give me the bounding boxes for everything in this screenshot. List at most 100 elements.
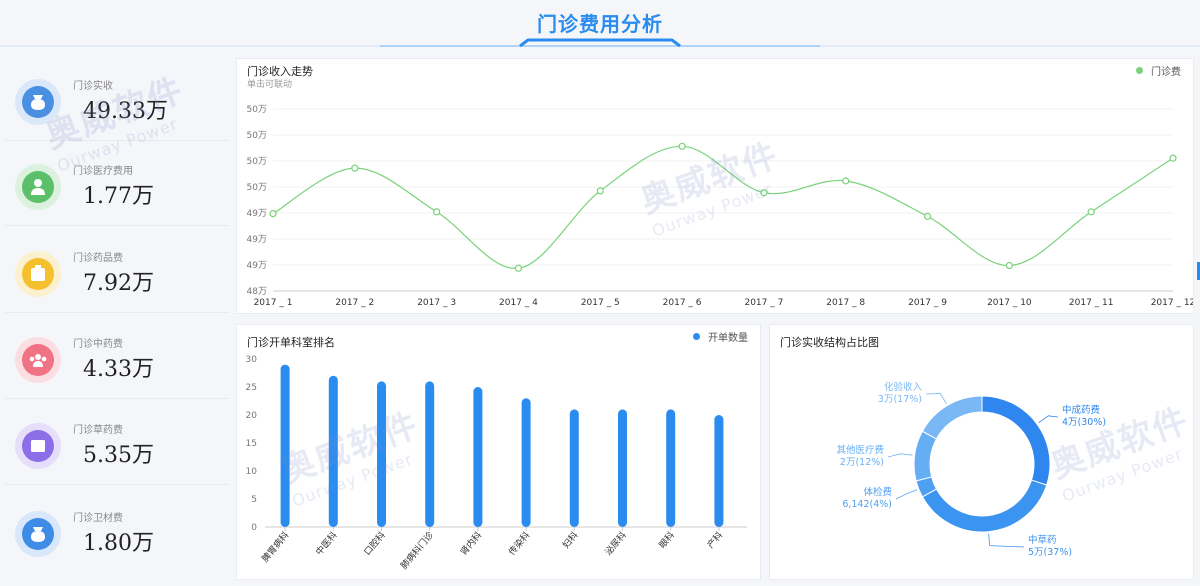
trend-legend-label: 门诊费 — [1151, 67, 1181, 78]
x-tick-label: 肺病科门诊 — [398, 529, 436, 571]
bar[interactable] — [328, 375, 338, 527]
stat-card[interactable]: 门诊卫材费 1.80万 — [5, 487, 229, 573]
trend-point[interactable] — [678, 142, 686, 150]
structure-panel: 门诊实收结构占比图 中成药费 4万(30%) 中草药 5万(37%) 体检费 6,142(… — [769, 324, 1194, 580]
stat-card[interactable]: 门诊中药费 4.33万 — [5, 313, 229, 399]
y-tick-label: 49万 — [247, 261, 267, 271]
label-leader-line — [1038, 415, 1059, 424]
y-tick-label: 0 — [251, 523, 257, 533]
bar[interactable] — [666, 409, 676, 527]
x-tick-label: 产科 — [704, 529, 725, 551]
ranking-chart[interactable]: 0 5 10 15 20 25 30 脾胃病科 中医科 口腔科 肺病科门诊 肾内科 传染科 妇科 泌尿科 眼科… — [237, 325, 760, 579]
x-tick-label: 中医科 — [313, 529, 340, 557]
bar[interactable] — [473, 387, 483, 527]
trend-point[interactable] — [351, 164, 359, 172]
bar[interactable] — [618, 409, 627, 527]
page-title: 门诊费用分析 — [537, 12, 663, 36]
x-tick-label: 口腔科 — [361, 529, 388, 557]
x-tick-label: 2017 _ 10 — [987, 298, 1032, 308]
legend-dot — [1136, 67, 1143, 74]
stat-value: 1.77万 — [83, 184, 154, 209]
money-bag-icon — [22, 86, 54, 118]
stat-value: 1.80万 — [83, 531, 154, 556]
label-leader-line — [887, 453, 913, 458]
bar[interactable] — [377, 381, 386, 527]
slice-value-label: 5万(37%) — [1028, 547, 1072, 558]
scroll-indicator[interactable] — [1197, 262, 1200, 280]
stat-value: 7.92万 — [83, 271, 154, 296]
stat-card[interactable]: 门诊草药费 5.35万 — [5, 399, 229, 485]
trend-point[interactable] — [1169, 154, 1177, 162]
y-tick-label: 20 — [246, 411, 258, 421]
trend-point[interactable] — [596, 187, 604, 195]
trend-series-line[interactable] — [272, 145, 1174, 269]
ranking-legend-label: 开单数量 — [708, 333, 748, 344]
y-tick-label: 50万 — [247, 105, 267, 115]
stat-icon-ring — [15, 251, 61, 297]
bar[interactable] — [425, 381, 435, 527]
stat-card[interactable]: 门诊实收 49.33万 — [5, 55, 229, 141]
money-bag-icon — [22, 518, 54, 550]
doctor-icon — [22, 171, 54, 203]
trend-subtitle: 单击可联动 — [247, 80, 293, 90]
slice-value-label: 6,142(4%) — [842, 499, 892, 510]
divider — [5, 484, 229, 485]
bar[interactable] — [280, 364, 290, 527]
stat-label: 门诊草药费 — [73, 425, 123, 436]
bar[interactable] — [521, 398, 531, 527]
slice-name-label: 中草药 — [1028, 534, 1057, 546]
trend-point[interactable] — [514, 264, 523, 272]
slice-name-label: 中成药费 — [1062, 404, 1100, 416]
x-tick-label: 2017 _ 5 — [581, 298, 620, 308]
stat-label: 门诊实收 — [73, 81, 113, 92]
trend-point[interactable] — [269, 210, 277, 218]
stat-label: 门诊药品费 — [73, 253, 123, 264]
stat-card[interactable]: 门诊药品费 7.92万 — [5, 227, 229, 313]
y-tick-label: 15 — [246, 439, 257, 449]
x-tick-label: 2017 _ 9 — [908, 298, 947, 308]
slice-value-label: 2万(12%) — [840, 457, 884, 468]
stat-value: 49.33万 — [83, 99, 168, 124]
donut-slice[interactable] — [981, 395, 1051, 486]
stat-icon-ring — [15, 79, 61, 125]
slice-value-label: 3万(17%) — [878, 394, 922, 405]
slice-name-label: 其他医疗费 — [836, 444, 884, 456]
header-decoration — [0, 38, 1200, 48]
x-tick-label: 2017 _ 1 — [254, 298, 293, 308]
label-leader-line — [988, 533, 1025, 548]
bar[interactable] — [714, 415, 724, 527]
y-tick-label: 49万 — [247, 209, 267, 219]
bar[interactable] — [569, 409, 579, 527]
donut-slice[interactable] — [921, 395, 983, 440]
y-tick-label: 50万 — [247, 131, 267, 141]
x-tick-label: 泌尿科 — [602, 529, 629, 557]
stat-value: 4.33万 — [83, 357, 154, 382]
donut-slice[interactable] — [921, 479, 1048, 533]
divider — [5, 312, 229, 313]
ranking-legend[interactable]: 开单数量 — [693, 329, 748, 344]
stat-icon-ring — [15, 337, 61, 383]
trend-legend[interactable]: 门诊费 — [1136, 63, 1181, 78]
y-tick-label: 30 — [246, 355, 258, 365]
y-tick-label: 50万 — [247, 183, 267, 193]
stat-value: 5.35万 — [83, 443, 154, 468]
trend-panel: 门诊收入走势 单击可联动 门诊费 50万 50万 50万 50万 49万 49万 49万 48… — [236, 58, 1194, 314]
x-tick-label: 2017 _ 3 — [417, 298, 456, 308]
y-tick-label: 5 — [251, 495, 257, 505]
divider — [5, 225, 229, 226]
x-tick-label: 2017 _ 2 — [335, 298, 374, 308]
donut-slice[interactable] — [913, 430, 938, 482]
y-tick-label: 48万 — [247, 287, 267, 297]
structure-title: 门诊实收结构占比图 — [780, 336, 879, 349]
y-tick-label: 25 — [246, 383, 257, 393]
trend-point[interactable] — [1087, 208, 1095, 216]
trend-point[interactable] — [760, 189, 768, 197]
trend-point[interactable] — [923, 212, 932, 220]
trend-title: 门诊收入走势 — [247, 65, 313, 78]
trend-point[interactable] — [1005, 261, 1013, 270]
trend-point[interactable] — [433, 208, 441, 216]
trend-point[interactable] — [842, 177, 850, 185]
stat-card[interactable]: 门诊医疗费用 1.77万 — [5, 140, 229, 226]
